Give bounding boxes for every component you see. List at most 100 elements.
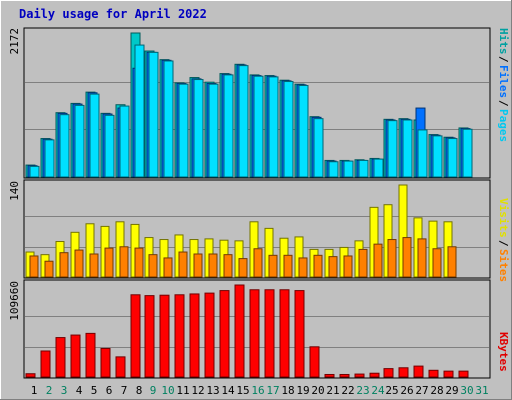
- sites-bar-day-22: [343, 255, 353, 278]
- pages-bar-day-2: [44, 139, 55, 178]
- kbytes-bar-day-5: [85, 332, 96, 378]
- sites-bar-day-17: [268, 254, 278, 278]
- legend-sep-2: /: [497, 100, 510, 107]
- x-tick-label-day-22: 22: [341, 384, 354, 397]
- sites-bar-day-2: [44, 260, 54, 278]
- x-tick-label-day-5: 5: [91, 384, 98, 397]
- kbytes-bar-day-27: [413, 365, 424, 378]
- x-tick-label-day-11: 11: [176, 384, 189, 397]
- sites-bar-day-15: [238, 258, 248, 278]
- x-tick-label-day-9: 9: [150, 384, 157, 397]
- x-tick-label-day-19: 19: [296, 384, 309, 397]
- kbytes-bar-day-26: [398, 367, 409, 378]
- kbytes-bar-day-10: [159, 294, 170, 378]
- pages-bar-day-10: [163, 60, 174, 178]
- sites-bar-day-16: [253, 248, 263, 278]
- kbytes-panel-max-label: 109660: [8, 281, 21, 321]
- kbytes-bar-day-6: [100, 347, 111, 378]
- kbytes-bar-day-17: [264, 289, 275, 378]
- kbytes-bar-day-28: [428, 369, 439, 378]
- sites-bar-day-8: [134, 247, 144, 278]
- pages-bar-day-3: [59, 114, 70, 178]
- x-tick-label-day-26: 26: [400, 384, 413, 397]
- kbytes-bar-day-1: [25, 373, 36, 378]
- sites-bar-day-14: [223, 254, 233, 278]
- x-tick-label-day-13: 13: [206, 384, 219, 397]
- pages-bar-day-19: [298, 85, 309, 178]
- sites-bar-day-12: [193, 253, 203, 278]
- sites-bar-day-13: [208, 253, 218, 278]
- sites-bar-day-27: [417, 238, 427, 278]
- sites-bar-day-7: [119, 246, 129, 278]
- sites-bar-day-11: [178, 251, 188, 278]
- x-tick-label-day-30: 30: [460, 384, 473, 397]
- pages-bar-day-21: [328, 161, 339, 178]
- legend-visits: Visits: [497, 198, 510, 238]
- x-tick-label-day-14: 14: [221, 384, 235, 397]
- kbytes-bar-day-15: [234, 284, 245, 378]
- kbytes-bar-day-16: [249, 289, 260, 378]
- sites-bar-day-19: [298, 257, 308, 278]
- x-tick-label-day-8: 8: [136, 384, 143, 397]
- hits-panel-max-label: 2172: [8, 28, 21, 55]
- pages-bar-day-30: [462, 128, 473, 178]
- x-tick-label-day-27: 27: [415, 384, 428, 397]
- sites-bar-day-28: [432, 248, 442, 278]
- x-axis-day-labels: 1 2 3 4 5 6 7 8 9 10 11 12 13 14 15 16 17 18 19 20 21 22 23 24 2…: [31, 384, 489, 397]
- kbytes-bar-day-7: [115, 356, 126, 378]
- pages-bar-day-20: [313, 118, 324, 178]
- legend-sites: Sites: [497, 249, 510, 282]
- pages-bar-day-29: [447, 138, 458, 178]
- kbytes-bar-day-25: [383, 368, 394, 378]
- kbytes-bar-day-3: [55, 337, 66, 378]
- kbytes-bar-day-4: [70, 334, 81, 378]
- pages-bar-day-27: [417, 129, 428, 178]
- sites-bar-day-10: [163, 257, 173, 278]
- kbytes-bar-day-12: [189, 293, 200, 378]
- x-tick-label-day-10: 10: [161, 384, 174, 397]
- visits-panel-max-label: 140: [8, 181, 21, 201]
- pages-bar-day-4: [74, 104, 85, 178]
- x-tick-label-day-2: 2: [46, 384, 53, 397]
- legend-pages: Pages: [497, 109, 510, 142]
- pages-bar-day-25: [387, 120, 398, 178]
- kbytes-bar-day-8: [130, 294, 141, 378]
- sites-bar-day-23: [358, 248, 368, 278]
- x-tick-label-day-31: 31: [475, 384, 488, 397]
- pages-bar-day-28: [432, 135, 443, 178]
- kbytes-bar-day-30: [458, 370, 469, 378]
- x-tick-label-day-15: 15: [236, 384, 249, 397]
- visits-panel-legend: Visits / Sites: [497, 198, 510, 282]
- pages-bar-day-12: [193, 79, 204, 178]
- x-tick-label-day-1: 1: [31, 384, 38, 397]
- legend-sep-3: /: [497, 240, 510, 247]
- pages-bar-day-18: [283, 81, 294, 178]
- x-tick-label-day-23: 23: [356, 384, 369, 397]
- legend-sep-1: /: [497, 56, 510, 63]
- pages-bar-day-14: [223, 74, 234, 178]
- pages-bar-day-22: [343, 160, 354, 178]
- sites-bar-day-25: [387, 239, 397, 278]
- x-tick-label-day-28: 28: [430, 384, 443, 397]
- sites-bar-day-3: [59, 252, 69, 278]
- kbytes-bar-day-23: [354, 373, 365, 378]
- sites-bar-day-29: [447, 246, 457, 278]
- kbytes-bar-day-13: [204, 292, 215, 378]
- pages-bar-day-5: [89, 93, 100, 178]
- kbytes-bar-day-18: [279, 289, 290, 378]
- pages-bar-day-9: [148, 51, 159, 178]
- legend-hits: Hits: [497, 28, 510, 55]
- x-tick-label-day-29: 29: [445, 384, 458, 397]
- pages-bar-day-23: [358, 159, 369, 178]
- pages-bar-day-15: [238, 65, 249, 178]
- x-tick-label-day-4: 4: [76, 384, 83, 397]
- pages-bar-day-7: [119, 105, 130, 178]
- x-tick-label-day-21: 21: [326, 384, 339, 397]
- pages-bar-day-24: [373, 158, 384, 178]
- legend-files: Files: [497, 65, 510, 98]
- kbytes-bar-day-24: [369, 372, 380, 378]
- kbytes-bar-day-9: [144, 295, 155, 378]
- sites-bar-day-5: [89, 253, 99, 278]
- pages-bar-day-13: [208, 83, 219, 178]
- kbytes-bar-day-22: [339, 373, 350, 378]
